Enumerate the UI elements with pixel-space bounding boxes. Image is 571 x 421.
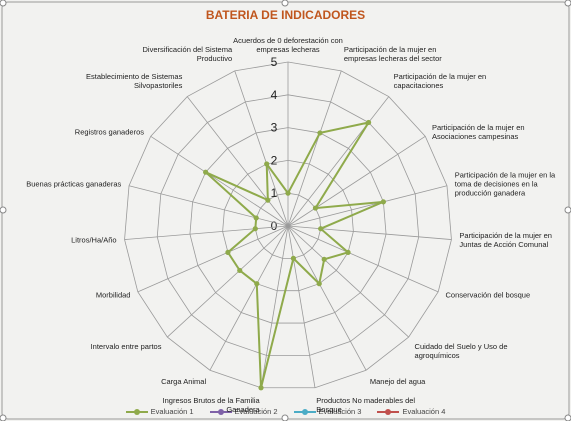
spoke bbox=[167, 225, 289, 338]
data-point bbox=[318, 226, 324, 232]
legend-item: Evaluación 3 bbox=[293, 407, 362, 416]
legend-label: Evaluación 2 bbox=[234, 407, 278, 416]
axis-label: Registros ganaderos bbox=[74, 127, 144, 137]
data-point bbox=[237, 267, 243, 274]
axis-label: Participación de la mujer en la toma de … bbox=[454, 170, 556, 198]
resize-handle bbox=[0, 206, 7, 214]
spoke bbox=[209, 225, 289, 371]
data-point bbox=[312, 205, 319, 211]
grid-ring bbox=[124, 61, 452, 389]
legend-swatch bbox=[293, 409, 316, 416]
r-tick-label: 1 bbox=[271, 186, 278, 200]
resize-handle bbox=[564, 0, 571, 7]
legend-swatch bbox=[209, 409, 232, 416]
r-tick-label: 2 bbox=[271, 153, 278, 167]
data-point bbox=[316, 281, 322, 287]
data-point bbox=[225, 249, 231, 255]
axis-label: Conservación del bosque bbox=[445, 290, 531, 300]
data-point bbox=[258, 385, 264, 391]
data-point bbox=[380, 199, 386, 205]
r-tick-label: 0 bbox=[271, 219, 278, 233]
spoke bbox=[287, 225, 367, 371]
resize-handle bbox=[564, 414, 571, 421]
legend-marker bbox=[217, 409, 224, 416]
resize-handle bbox=[281, 0, 289, 7]
spoke bbox=[287, 225, 409, 338]
axis-label: Participación de la mujer en capacitacio… bbox=[393, 72, 487, 91]
spoke bbox=[128, 185, 289, 227]
axis-label: Establecimiento de Sistemas Silvopastori… bbox=[86, 72, 183, 91]
r-tick-label: 5 bbox=[271, 55, 278, 69]
spoke bbox=[260, 225, 289, 388]
axis-label: Acuerdos de 0 deforestación con empresas… bbox=[233, 36, 343, 54]
spoke bbox=[234, 70, 289, 227]
axis-label: Intervalo entre partos bbox=[90, 342, 162, 352]
legend-item: Evaluación 1 bbox=[125, 407, 194, 416]
series-line bbox=[204, 120, 384, 389]
grid-ring bbox=[156, 94, 420, 356]
axis-label: Buenas prácticas ganaderas bbox=[26, 179, 122, 189]
spoke bbox=[287, 70, 342, 227]
data-point bbox=[290, 255, 296, 261]
r-tick-label: 4 bbox=[271, 88, 278, 102]
axis-label: Litros/Ha/Año bbox=[71, 235, 117, 245]
legend-swatch bbox=[377, 409, 400, 416]
data-point bbox=[321, 256, 327, 262]
data-point bbox=[203, 169, 209, 175]
data-point bbox=[264, 161, 270, 167]
spoke bbox=[186, 96, 289, 227]
spoke bbox=[287, 225, 439, 293]
legend-marker bbox=[385, 409, 392, 416]
resize-handle bbox=[0, 0, 7, 7]
legend-marker bbox=[133, 409, 140, 416]
grid-ring bbox=[222, 159, 354, 292]
axis-label: Participación de la mujer en empresas le… bbox=[343, 45, 442, 64]
axis-label: Participación de la mujer en Juntas de A… bbox=[459, 231, 552, 250]
legend: Evaluación 1 Evaluación 2 Evaluación 3 Eval… bbox=[0, 407, 571, 416]
axis-label: Productos No maderables del Bosque bbox=[316, 395, 416, 414]
r-tick-label: 3 bbox=[271, 121, 278, 135]
legend-label: Evaluación 3 bbox=[318, 407, 362, 416]
data-point bbox=[345, 249, 351, 255]
resize-handle bbox=[564, 206, 571, 214]
legend-item: Evaluación 4 bbox=[377, 407, 445, 416]
axis-label: Ingresos Brutos de la Familia Ganadera bbox=[162, 395, 260, 414]
axis-label: Carga Animal bbox=[161, 377, 207, 387]
spoke bbox=[124, 225, 289, 240]
grid-ring bbox=[189, 127, 387, 324]
spoke bbox=[287, 96, 390, 227]
data-point bbox=[317, 130, 323, 136]
resize-handle bbox=[0, 414, 7, 421]
axis-label: Diversificación del Sistema Productivo bbox=[142, 45, 233, 64]
spoke bbox=[287, 135, 426, 227]
data-point bbox=[253, 215, 259, 221]
axis-label: Morbilidad bbox=[95, 290, 131, 300]
spoke bbox=[150, 135, 289, 227]
data-point bbox=[285, 190, 291, 196]
legend-marker bbox=[301, 409, 308, 416]
axis-label: Participación de la mujer en Asociacione… bbox=[431, 122, 525, 141]
data-point bbox=[265, 197, 271, 203]
data-point bbox=[365, 119, 372, 126]
legend-swatch bbox=[125, 409, 148, 416]
legend-label: Evaluación 1 bbox=[150, 407, 194, 416]
axis-label: Cuidado del Suelo y Uso de agroquímicos bbox=[414, 342, 508, 361]
data-point bbox=[252, 226, 258, 232]
spoke bbox=[287, 225, 452, 240]
spoke bbox=[137, 225, 289, 293]
resize-handle bbox=[281, 414, 289, 421]
spoke bbox=[287, 225, 316, 388]
legend-item: Evaluación 2 bbox=[209, 407, 278, 416]
spoke bbox=[287, 185, 448, 227]
legend-label: Evaluación 4 bbox=[402, 407, 446, 416]
data-point bbox=[254, 281, 260, 287]
axis-label: Manejo del agua bbox=[369, 377, 426, 387]
chart-title: BATERIA DE INDICADORES bbox=[205, 8, 366, 22]
